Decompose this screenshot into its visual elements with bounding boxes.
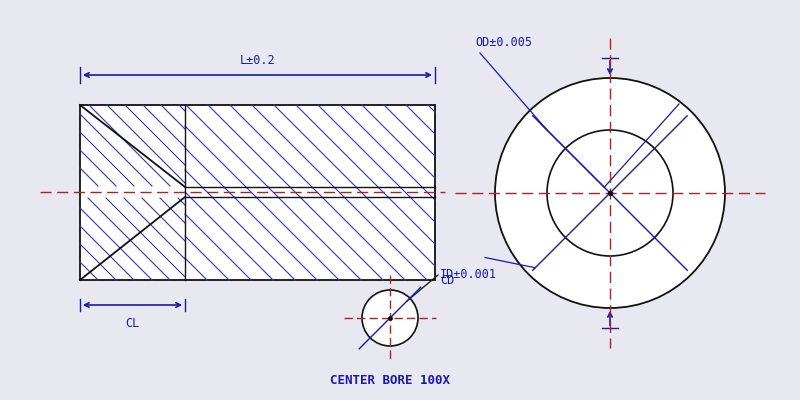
Text: ID±0.001: ID±0.001 xyxy=(440,268,497,282)
Text: CENTER BORE 100X: CENTER BORE 100X xyxy=(330,374,450,387)
Bar xyxy=(80,105,435,280)
Text: CD: CD xyxy=(440,274,454,287)
Text: L±0.2: L±0.2 xyxy=(240,54,275,67)
Circle shape xyxy=(495,78,725,308)
Text: OD±0.005: OD±0.005 xyxy=(475,36,532,50)
Circle shape xyxy=(547,130,673,256)
Text: CL: CL xyxy=(126,317,140,330)
Circle shape xyxy=(362,290,418,346)
